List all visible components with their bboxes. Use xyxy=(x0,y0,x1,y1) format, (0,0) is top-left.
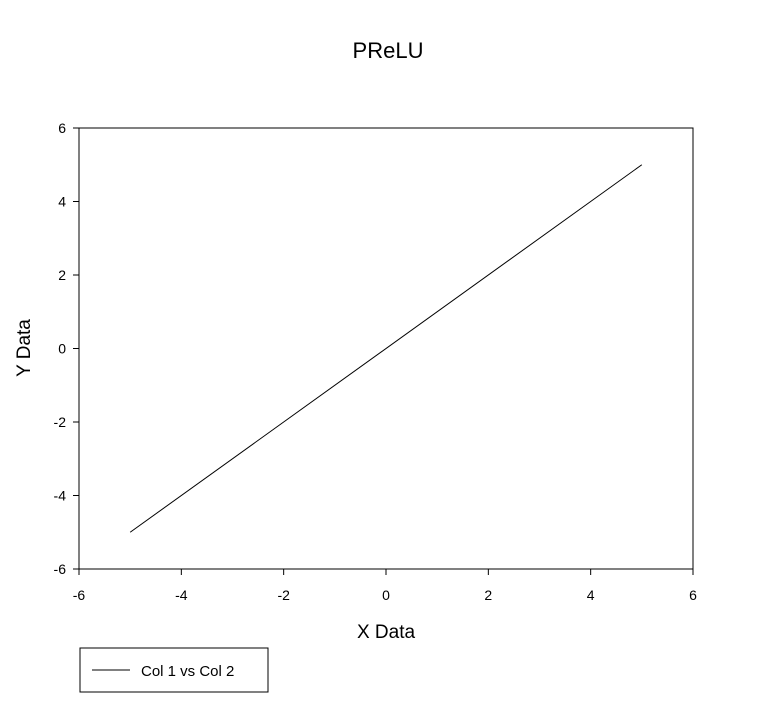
series-line xyxy=(129,164,643,533)
x-tick-label: 6 xyxy=(689,587,697,603)
x-axis-label: X Data xyxy=(357,622,416,643)
y-tick-label: 6 xyxy=(58,120,66,136)
y-axis-ticks: -6 -4 -2 0 2 4 6 xyxy=(54,120,79,577)
y-tick-label: 4 xyxy=(58,194,66,210)
y-tick-label: -2 xyxy=(54,414,67,430)
legend-entry-label: Col 1 vs Col 2 xyxy=(141,663,234,680)
chart-title: PReLU xyxy=(353,38,424,63)
y-tick-label: -6 xyxy=(54,561,67,577)
x-tick-label: 2 xyxy=(484,587,492,603)
x-tick-label: -6 xyxy=(73,587,86,603)
series-layer xyxy=(129,164,643,533)
x-tick-label: 4 xyxy=(587,587,595,603)
x-axis-ticks: -6 -4 -2 0 2 4 6 xyxy=(73,569,697,603)
x-tick-label: -2 xyxy=(277,587,290,603)
y-tick-label: 2 xyxy=(58,267,66,283)
y-tick-label: -4 xyxy=(54,488,67,504)
legend: Col 1 vs Col 2 xyxy=(79,647,269,693)
x-tick-label: -4 xyxy=(175,587,188,603)
x-tick-label: 0 xyxy=(382,587,390,603)
y-tick-label: 0 xyxy=(58,341,66,357)
y-axis-label: Y Data xyxy=(14,319,35,377)
